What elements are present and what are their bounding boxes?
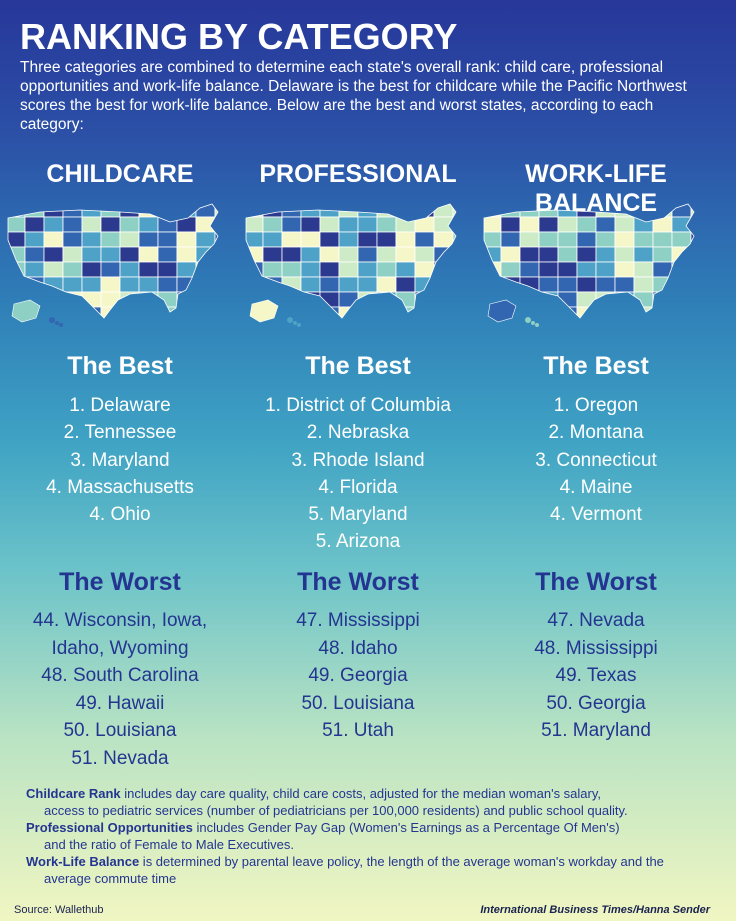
worst-item: 48. South Carolina — [41, 665, 199, 686]
worst-item: 50. Louisiana — [63, 720, 177, 741]
intro-text: Three categories are combined to determi… — [20, 59, 687, 133]
best-item: 2. Nebraska — [306, 422, 410, 444]
page-title: RANKING BY CATEGORY — [20, 16, 458, 57]
alaska-inset — [11, 299, 41, 323]
worst-item: 44. Wisconsin, Iowa, — [32, 610, 208, 631]
best-item: 4. Maine — [559, 476, 633, 498]
worst-item: 49. Texas — [555, 665, 637, 686]
us-choropleth-map — [245, 203, 457, 327]
worst-item: 48. Idaho — [318, 637, 398, 659]
worst-item: 50. Georgia — [546, 692, 646, 714]
best-item: 3. Connecticut — [535, 449, 657, 471]
worst-item: 50. Louisiana — [301, 692, 415, 714]
note-work-life: Work-Life Balance is determined by paren… — [26, 854, 716, 887]
worst-item: 47. Mississippi — [296, 610, 420, 631]
best-list: 1. District of Columbia 2. Nebraska 3. R… — [238, 392, 478, 556]
note-professional: Professional Opportunities includes Gend… — [26, 820, 716, 853]
note-childcare: Childcare Rank includes day care quality… — [26, 786, 716, 819]
hawaii-inset — [55, 321, 59, 325]
worst-item: 51. Maryland — [541, 720, 651, 741]
best-item: 5. Arizona — [315, 531, 401, 553]
worst-item: 49. Georgia — [308, 665, 408, 686]
hawaii-inset — [287, 317, 293, 323]
hawaii-inset — [531, 321, 535, 325]
best-item: 4. Vermont — [550, 504, 642, 526]
worst-item: 48. Mississippi — [534, 637, 658, 659]
hawaii-inset — [49, 317, 55, 323]
us-choropleth-map — [483, 203, 695, 327]
methodology-notes: Childcare Rank includes day care quality… — [26, 786, 716, 888]
best-list: 1. Oregon 2. Montana 3. Connecticut 4. M… — [476, 392, 716, 528]
hawaii-inset — [535, 323, 539, 327]
best-heading: The Best — [543, 352, 649, 380]
category-heading: CHILDCARE — [46, 160, 194, 188]
best-heading: The Best — [305, 352, 411, 380]
best-item: 2. Montana — [548, 422, 644, 444]
best-item: 4. Massachusetts — [46, 476, 194, 498]
best-item: 5. Maryland — [308, 504, 408, 526]
note-text: is determined by parental leave policy, … — [139, 854, 664, 869]
best-item: 3. Rhode Island — [291, 449, 425, 471]
hawaii-inset — [59, 323, 63, 327]
worst-list: 47. Nevada 48. Mississippi 49. Texas 50.… — [476, 607, 716, 745]
worst-item: 51. Utah — [322, 720, 394, 741]
worst-item: 51. Nevada — [71, 747, 169, 769]
note-term: Childcare Rank — [26, 786, 121, 801]
best-item: 4. Florida — [318, 476, 398, 498]
best-list: 1. Delaware 2. Tennessee 3. Maryland 4. … — [0, 392, 240, 528]
worst-item: 47. Nevada — [547, 610, 645, 631]
best-item: 1. District of Columbia — [265, 395, 451, 416]
source-credit: Source: Wallethub — [14, 904, 104, 916]
best-item: 1. Delaware — [69, 395, 171, 416]
worst-heading: The Worst — [297, 568, 419, 596]
worst-item: 49. Hawaii — [75, 692, 165, 714]
hawaii-inset — [293, 321, 297, 325]
best-item: 1. Oregon — [553, 395, 639, 416]
best-item: 4. Ohio — [89, 504, 151, 526]
worst-heading: The Worst — [535, 568, 657, 596]
note-term: Work-Life Balance — [26, 854, 140, 869]
worst-item: Idaho, Wyoming — [51, 637, 189, 659]
alaska-inset — [249, 299, 279, 323]
best-item: 3. Maryland — [70, 449, 170, 471]
alaska-inset — [487, 299, 517, 323]
note-text-continued: and the ratio of Female to Male Executiv… — [44, 836, 295, 852]
note-text: includes day care quality, child care co… — [120, 786, 602, 801]
us-choropleth-map — [7, 203, 219, 327]
author-credit: International Business Times/Hanna Sende… — [480, 904, 710, 916]
worst-list: 44. Wisconsin, Iowa, Idaho, Wyoming 48. … — [0, 607, 240, 772]
hawaii-inset — [297, 323, 301, 327]
best-item: 2. Tennessee — [63, 422, 177, 444]
hawaii-inset — [525, 317, 531, 323]
note-text-continued: average commute time — [44, 870, 177, 886]
category-heading: PROFESSIONAL — [259, 160, 457, 188]
note-text-continued: access to pediatric services (number of … — [44, 802, 628, 818]
best-heading: The Best — [67, 352, 173, 380]
worst-heading: The Worst — [59, 568, 181, 596]
worst-list: 47. Mississippi 48. Idaho 49. Georgia 50… — [238, 607, 478, 745]
note-term: Professional Opportunities — [26, 820, 193, 835]
note-text: includes Gender Pay Gap (Women's Earning… — [192, 820, 620, 835]
